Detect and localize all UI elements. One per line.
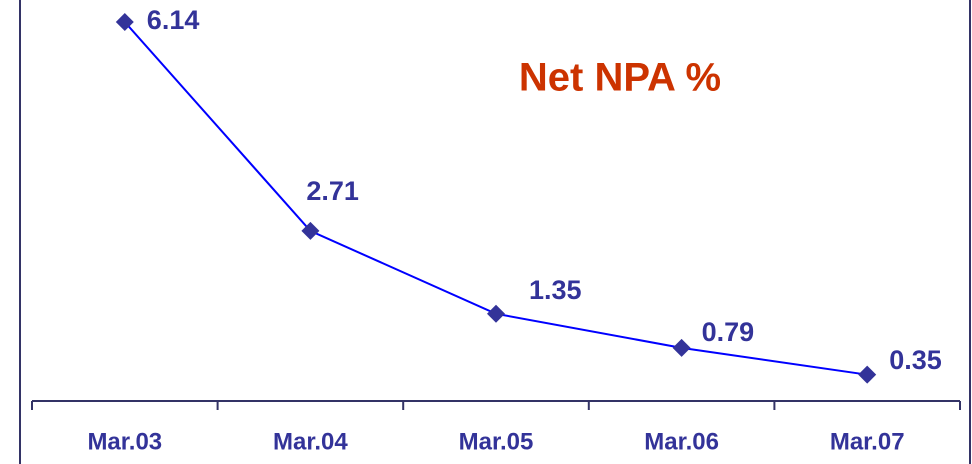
value-label: 2.71 — [306, 176, 359, 206]
marker — [115, 13, 134, 31]
value-label: 6.14 — [147, 5, 200, 35]
chart-title: Net NPA % — [519, 56, 721, 100]
x-tick-label: Mar.06 — [644, 428, 719, 455]
marker — [672, 338, 691, 357]
marker — [301, 221, 320, 240]
x-tick-label: Mar.03 — [87, 428, 162, 455]
marker — [858, 365, 877, 384]
value-label: 1.35 — [529, 275, 582, 305]
value-label: 0.35 — [889, 345, 942, 375]
value-label: 0.79 — [702, 317, 755, 347]
x-tick-label: Mar.04 — [273, 428, 348, 455]
x-tick-label: Mar.07 — [830, 428, 905, 455]
x-tick-label: Mar.05 — [459, 428, 534, 455]
marker — [487, 304, 505, 323]
